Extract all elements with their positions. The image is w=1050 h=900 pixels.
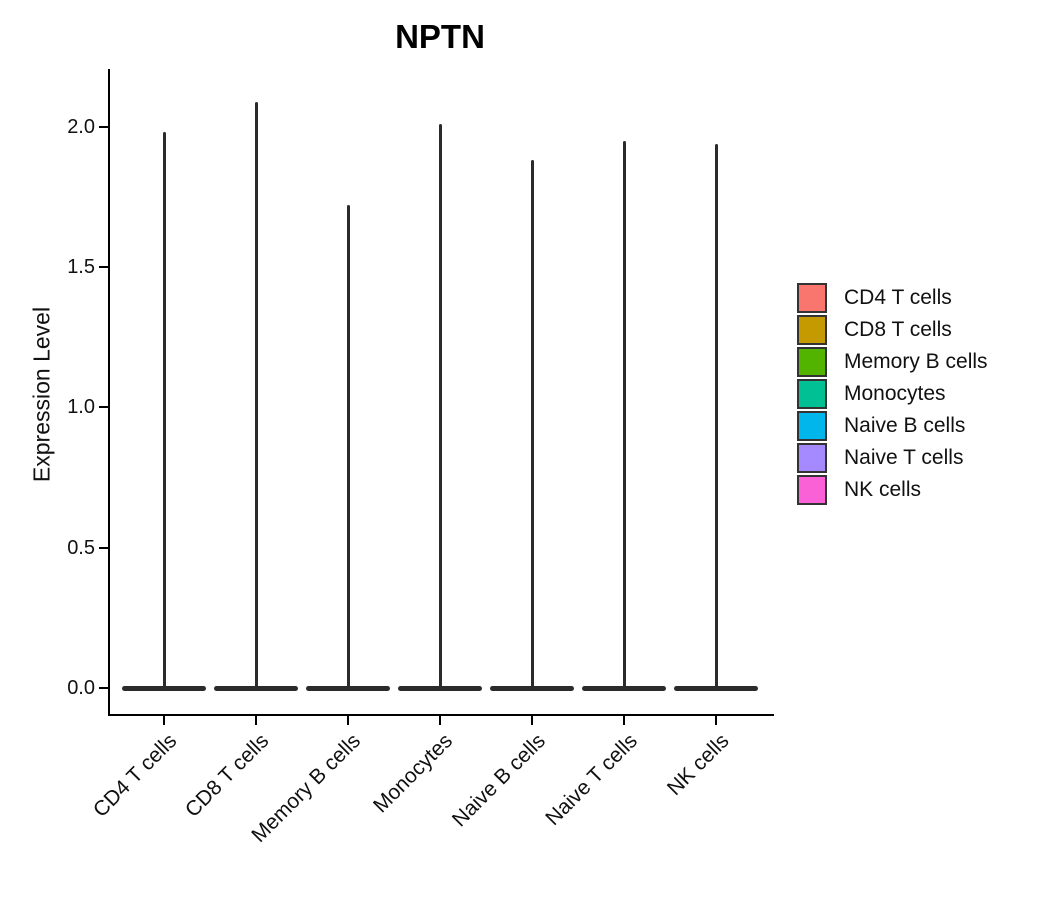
violin-spike — [438, 123, 442, 690]
legend-label: CD8 T cells — [844, 318, 952, 341]
legend-swatch — [797, 411, 827, 441]
legend: CD4 T cells CD8 T cells Memory B cells Mono… — [797, 282, 988, 506]
violin-spike — [254, 101, 258, 690]
chart-title: NPTN — [395, 18, 485, 55]
x-tick-label: CD8 T cells — [181, 729, 274, 822]
y-tick-label: 0.0 — [67, 677, 95, 699]
y-tick — [99, 125, 108, 128]
violin-spike — [714, 143, 718, 690]
x-tick-label: Monocytes — [369, 729, 458, 818]
violin-base — [306, 685, 390, 691]
violin-base — [398, 685, 482, 691]
x-tick — [623, 716, 625, 725]
legend-item: CD8 T cells — [797, 314, 988, 346]
legend-swatch — [797, 315, 827, 345]
violin-base — [214, 685, 298, 691]
legend-swatch — [797, 379, 827, 409]
x-tick — [347, 716, 349, 725]
legend-label: Monocytes — [844, 382, 946, 405]
legend-label: CD4 T cells — [844, 286, 952, 309]
legend-swatch — [797, 443, 827, 473]
y-tick — [99, 546, 108, 549]
x-tick-label: CD4 T cells — [89, 729, 182, 822]
legend-swatch — [797, 283, 827, 313]
legend-item: Memory B cells — [797, 346, 988, 378]
legend-item: Monocytes — [797, 378, 988, 410]
violin-base — [674, 685, 758, 691]
violin-spike — [346, 205, 350, 690]
y-tick-label: 1.5 — [67, 256, 95, 279]
legend-item: Naive T cells — [797, 442, 988, 474]
violin-base — [582, 685, 666, 691]
legend-item: Naive B cells — [797, 410, 988, 442]
x-tick-label: NK cells — [662, 729, 734, 801]
y-tick — [99, 687, 108, 689]
violin-spike — [162, 132, 166, 690]
violin-spike — [622, 140, 626, 690]
legend-swatch — [797, 347, 827, 377]
x-tick — [255, 716, 257, 725]
y-tick-label: 0.5 — [67, 536, 95, 559]
x-tick — [439, 716, 441, 725]
y-tick-label: 2.0 — [67, 115, 95, 138]
legend-label: Naive T cells — [844, 446, 964, 469]
legend-item: NK cells — [797, 474, 988, 506]
x-tick-label: Naive T cells — [540, 729, 642, 831]
x-tick — [163, 716, 165, 725]
x-tick — [715, 716, 717, 725]
y-tick — [99, 406, 108, 409]
legend-label: NK cells — [844, 478, 922, 501]
y-tick-label: 1.0 — [67, 396, 95, 419]
legend-item: CD4 T cells — [797, 282, 988, 314]
x-axis-line — [108, 714, 774, 716]
y-axis-title: Expression Level — [28, 306, 55, 483]
legend-label: Naive B cells — [844, 414, 966, 437]
violin-base — [490, 685, 574, 691]
violin-base — [122, 685, 206, 691]
x-tick-label: Naive B cells — [447, 729, 550, 832]
legend-label: Memory B cells — [844, 350, 988, 373]
legend-swatch — [797, 475, 827, 505]
y-tick — [99, 266, 108, 269]
y-axis-line — [108, 69, 110, 716]
violin-spike — [530, 160, 534, 690]
x-tick — [531, 716, 533, 725]
